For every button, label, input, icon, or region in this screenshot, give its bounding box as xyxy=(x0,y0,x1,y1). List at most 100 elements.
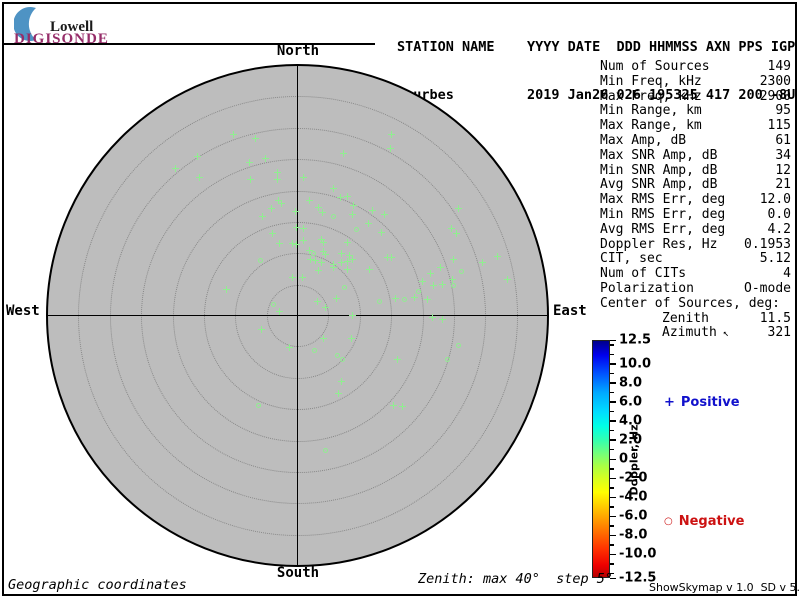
colorbar-minor-tick xyxy=(610,448,614,451)
logo-separator-line xyxy=(2,43,375,45)
station-header: STATION NAME YYYY DATE DDD HHMMSS AXN PP… xyxy=(397,7,795,135)
parameter-value: 149 xyxy=(767,59,791,74)
parameter-label: Max Freq, kHz xyxy=(600,88,702,104)
colorbar-tick-label: 4.0 xyxy=(619,413,643,429)
compass-label-north: North xyxy=(276,43,320,59)
colorbar-major-tick xyxy=(610,382,616,384)
parameter-row: Center of Sources, deg: xyxy=(600,295,791,312)
colorbar-minor-tick xyxy=(610,410,614,413)
parameter-label: CIT, sec xyxy=(600,251,663,267)
azimuth-direction-icon: ↖ xyxy=(716,328,729,340)
colorbar-minor-tick xyxy=(610,353,614,356)
colorbar-minor-tick xyxy=(610,572,614,575)
doppler-color-gradient xyxy=(592,340,610,578)
legend-positive: + Positive xyxy=(664,395,740,410)
colorbar-minor-tick xyxy=(610,429,614,432)
parameter-row: Num of Sources 149 xyxy=(600,59,791,75)
legend-positive-label: Positive xyxy=(680,395,740,410)
colorbar-tick-label: -6.0 xyxy=(619,508,648,524)
parameter-label: Zenith xyxy=(662,310,709,326)
compass-label-east: East xyxy=(553,303,587,319)
measurement-parameters-panel: Num of Sources 149 Min Freq, kHz 2300 Max Fr… xyxy=(600,59,791,342)
parameter-label: Min Freq, kHz xyxy=(600,73,702,89)
colorbar-major-tick xyxy=(610,477,616,480)
parameter-label: Polarization xyxy=(600,280,694,296)
plus-marker-icon: + xyxy=(664,395,675,410)
parameter-value: O-mode xyxy=(744,280,791,296)
parameter-label: Avg SNR Amp, dB xyxy=(600,177,718,193)
colorbar-minor-tick xyxy=(610,506,614,508)
parameter-label: Min RMS Err, deg xyxy=(600,206,726,222)
parameter-row: Max Range, km 115 xyxy=(600,118,791,134)
parameter-row: Max RMS Err, deg 12.0 xyxy=(600,192,791,208)
parameter-value: 21 xyxy=(775,177,791,193)
parameter-value: 2300 xyxy=(759,73,791,89)
parameter-row: Avg SNR Amp, dB 21 xyxy=(600,178,791,193)
parameter-value: 12.0 xyxy=(759,192,791,208)
colorbar-major-tick xyxy=(610,420,616,422)
parameter-value: 34 xyxy=(775,147,791,163)
parameter-value: 4 xyxy=(783,266,791,282)
parameter-value: 321 xyxy=(767,325,791,341)
colorbar-major-tick xyxy=(610,363,616,365)
colorbar-minor-tick xyxy=(610,468,614,470)
parameter-value: 4.2 xyxy=(767,221,791,237)
circle-marker-icon: ○ xyxy=(664,516,673,527)
parameter-value: 95 xyxy=(775,103,791,119)
logo-digisonde-text: DIGISONDE xyxy=(14,31,109,47)
colorbar-minor-tick xyxy=(610,487,614,489)
parameter-label: Max Amp, dB xyxy=(600,132,687,148)
east-west-axis xyxy=(48,315,547,316)
colorbar-major-tick xyxy=(610,553,616,556)
colorbar-tick-label: -10.0 xyxy=(619,546,657,562)
header-values: Dourbes 2019 Jan26 026 195325 417 200 -8… xyxy=(397,87,796,103)
coordinates-mode-label: Geographic coordinates xyxy=(8,577,187,593)
logo-lowell-text: Lowell xyxy=(50,19,94,35)
compass-label-west: West xyxy=(6,303,40,319)
parameter-label: Avg RMS Err, deg xyxy=(600,221,726,237)
parameter-row: Min RMS Err, deg 0.0 xyxy=(600,206,791,223)
colorbar-minor-tick xyxy=(610,544,614,546)
colorbar-minor-tick xyxy=(610,372,614,375)
colorbar-major-tick xyxy=(610,496,616,499)
parameter-label: Min Range, km xyxy=(600,103,702,119)
parameter-row: Min Freq, kHz 2300 xyxy=(600,73,791,90)
parameter-row: Min SNR Amp, dB 12 xyxy=(600,162,791,179)
parameter-row: Min Range, km 95 xyxy=(600,104,791,119)
colorbar-axis-title: Doppler, Hz xyxy=(627,424,641,496)
legend-negative: ○ Negative xyxy=(664,514,744,529)
parameter-row: Max Freq, kHz 2900 xyxy=(600,88,791,105)
software-version-label: ShowSkymap v 1.0 SD v 5.1 xyxy=(649,581,800,594)
colorbar-major-tick xyxy=(610,534,616,537)
parameter-row: Polarization O-mode xyxy=(600,280,791,297)
zenith-scale-label: Zenith: max 40° step 5° xyxy=(418,571,614,587)
colorbar-tick-label: -2.0 xyxy=(619,470,648,486)
colorbar-major-tick xyxy=(610,401,616,403)
parameter-label: Doppler Res, Hz xyxy=(600,236,718,252)
parameter-label: Max SNR Amp, dB xyxy=(600,147,718,163)
parameter-label: Max Range, km xyxy=(600,118,702,134)
colorbar-tick-label: -12.5 xyxy=(619,570,657,586)
lowell-digisonde-logo: Lowell DIGISONDE xyxy=(10,5,190,47)
parameter-label: Center of Sources, deg: xyxy=(600,295,781,311)
parameter-value: 0.1953 xyxy=(744,236,791,252)
parameter-label: Max RMS Err, deg xyxy=(600,192,726,208)
colorbar-tick-label: -8.0 xyxy=(619,527,648,543)
colorbar-tick-label: 2.0 xyxy=(619,432,643,448)
colorbar-major-tick xyxy=(610,515,616,518)
parameter-value: 2900 xyxy=(759,88,791,104)
parameter-row: Max SNR Amp, dB 34 xyxy=(600,147,791,164)
parameter-label: Num of CITs xyxy=(600,266,687,282)
header-column-titles: STATION NAME YYYY DATE DDD HHMMSS AXN PP… xyxy=(397,39,796,55)
parameter-row: Azimuth ↖ 321 xyxy=(600,326,791,342)
colorbar-minor-tick xyxy=(610,391,614,394)
compass-label-south: South xyxy=(276,565,320,581)
parameter-label: Min SNR Amp, dB xyxy=(600,162,718,178)
colorbar-major-tick xyxy=(610,439,616,441)
colorbar-tick-label: 0 xyxy=(619,451,629,467)
colorbar-minor-tick xyxy=(610,563,614,565)
colorbar-tick-label: -4.0 xyxy=(619,489,648,505)
parameter-value: 115 xyxy=(767,118,791,134)
colorbar-tick-label: 10.0 xyxy=(619,356,652,372)
